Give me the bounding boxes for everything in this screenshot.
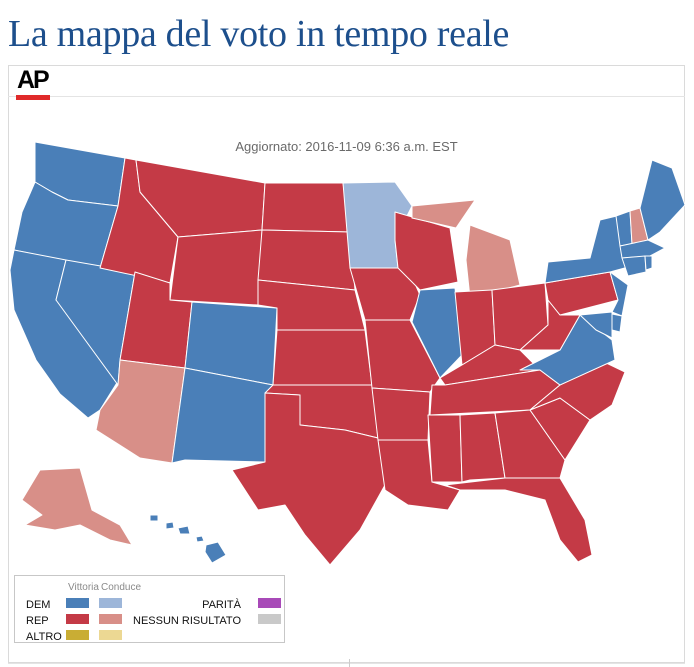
state-ri[interactable] — [644, 255, 653, 271]
ap-logo-text: AP — [17, 66, 50, 94]
map-legend: Vittoria Conduce DEM REP ALTRO PARITÀ NE… — [14, 575, 285, 643]
bottom-divider-tick — [349, 659, 350, 667]
legend-tie-label: PARITÀ — [202, 599, 241, 611]
legend-dem-label: DEM — [26, 599, 51, 611]
legend-rep-won-swatch — [66, 614, 89, 624]
updated-timestamp: Aggiornato: 2016-11-09 6:36 a.m. EST — [235, 139, 458, 154]
legend-header-lead: Conduce — [101, 582, 142, 593]
legend-tie-swatch — [258, 598, 281, 608]
state-ny[interactable] — [544, 213, 633, 284]
legend-no-result-swatch — [258, 614, 281, 624]
state-ak[interactable] — [21, 467, 133, 546]
state-ma[interactable] — [619, 239, 666, 259]
legend-rep-lead-swatch — [99, 614, 122, 624]
legend-other-lead-swatch — [99, 630, 122, 640]
map-frame — [8, 65, 685, 663]
legend-no-result-label: NESSUN RISULTATO — [133, 615, 241, 627]
state-al[interactable] — [459, 412, 506, 483]
frame-divider — [8, 96, 685, 97]
state-nd[interactable] — [261, 182, 351, 233]
state-ms[interactable] — [427, 414, 463, 483]
state-wy[interactable] — [169, 229, 263, 306]
state-hi[interactable] — [149, 514, 227, 564]
state-la[interactable] — [377, 439, 461, 511]
legend-other-won-swatch — [66, 630, 89, 640]
state-ga[interactable] — [494, 409, 566, 479]
ap-logo[interactable]: AP — [16, 66, 50, 100]
legend-header-won: Vittoria — [68, 582, 99, 593]
state-md[interactable] — [579, 311, 613, 339]
page-title: La mappa del voto in tempo reale — [8, 13, 510, 55]
bottom-divider — [8, 663, 685, 664]
legend-other-label: ALTRO — [26, 631, 62, 643]
ap-logo-bar — [16, 95, 50, 100]
state-de[interactable] — [611, 313, 623, 333]
state-me[interactable] — [639, 159, 686, 241]
state-tx[interactable] — [231, 392, 386, 566]
state-nj[interactable] — [609, 271, 629, 317]
state-ks[interactable] — [272, 329, 373, 386]
legend-dem-won-swatch — [66, 598, 89, 608]
legend-dem-lead-swatch — [99, 598, 122, 608]
state-il[interactable] — [411, 287, 463, 379]
state-fl[interactable] — [444, 477, 593, 563]
state-ar[interactable] — [371, 387, 431, 441]
legend-rep-label: REP — [26, 615, 49, 627]
state-ct[interactable] — [621, 255, 647, 277]
state-nm[interactable] — [171, 367, 274, 464]
